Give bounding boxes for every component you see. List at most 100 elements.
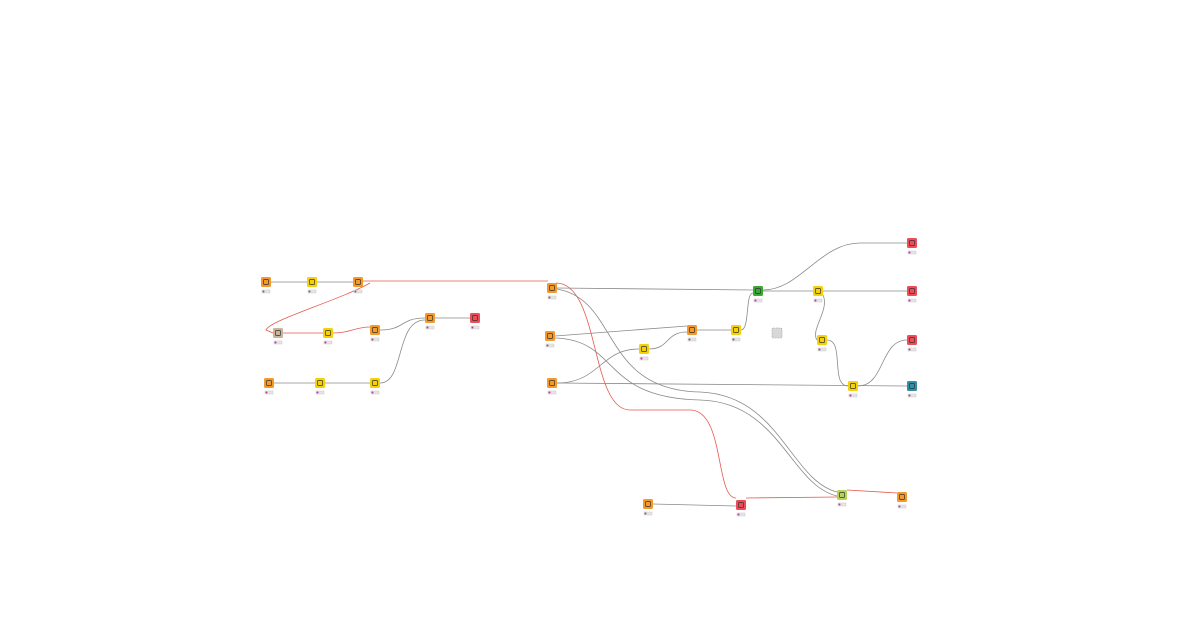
workflow-node[interactable] (848, 381, 858, 398)
connection (857, 339, 908, 387)
node-body[interactable] (315, 378, 325, 388)
workflow-node[interactable] (545, 331, 555, 348)
node-body[interactable] (848, 381, 858, 391)
workflow-node[interactable] (639, 344, 649, 361)
node-icon (909, 337, 915, 343)
node-body[interactable] (547, 283, 557, 293)
node-body[interactable] (323, 328, 333, 338)
workflow-node[interactable] (907, 381, 917, 398)
node-body[interactable] (813, 286, 823, 296)
node-body[interactable] (731, 325, 741, 335)
workflow-node[interactable] (907, 286, 917, 303)
node-body[interactable] (907, 238, 917, 248)
status-light (324, 341, 327, 344)
node-body[interactable] (307, 277, 317, 287)
workflow-node[interactable] (643, 499, 653, 516)
node-body[interactable] (264, 378, 274, 388)
node-body[interactable] (353, 277, 363, 287)
workflow-node[interactable] (736, 500, 746, 517)
workflow-node[interactable] (370, 378, 380, 395)
node-body[interactable] (370, 378, 380, 388)
connection (556, 288, 838, 493)
status-light (818, 348, 821, 351)
workflow-node[interactable] (370, 325, 380, 342)
node-body[interactable] (370, 325, 380, 335)
flow-connection (265, 282, 371, 334)
workflow-node[interactable] (261, 277, 271, 294)
connection (554, 325, 688, 337)
node-body[interactable] (736, 500, 746, 510)
flow-connection (555, 282, 737, 499)
node-body[interactable] (547, 378, 557, 388)
node-body[interactable] (907, 381, 917, 391)
node-body[interactable] (817, 335, 827, 345)
workflow-node[interactable] (547, 283, 557, 300)
workflow-node[interactable] (307, 277, 317, 294)
node-body[interactable] (907, 286, 917, 296)
node-status (736, 512, 746, 517)
node-body[interactable] (643, 499, 653, 509)
workflow-node[interactable] (470, 313, 480, 330)
status-light (732, 338, 735, 341)
node-status (353, 289, 363, 294)
workflow-node[interactable] (264, 378, 274, 395)
node-body[interactable] (470, 313, 480, 323)
node-icon (547, 333, 553, 339)
node-icon (263, 279, 269, 285)
workflow-node[interactable] (907, 335, 917, 352)
node-status (307, 289, 317, 294)
node-status (907, 250, 917, 255)
node-icon (549, 380, 555, 386)
connection (379, 319, 426, 384)
node-body[interactable] (897, 492, 907, 502)
node-body[interactable] (425, 313, 435, 323)
node-body[interactable] (687, 325, 697, 335)
workflow-node[interactable] (837, 490, 847, 507)
node-body[interactable] (753, 286, 763, 296)
status-light (737, 513, 740, 516)
workflow-node[interactable] (353, 277, 363, 294)
node-body[interactable] (639, 344, 649, 354)
node-icon (427, 315, 433, 321)
node-body[interactable] (837, 490, 847, 500)
status-light (354, 290, 357, 293)
node-icon (819, 337, 825, 343)
connection (556, 348, 640, 384)
workflow-node[interactable] (425, 313, 435, 330)
node-status (547, 295, 557, 300)
status-light (908, 299, 911, 302)
workflow-node[interactable] (897, 492, 907, 509)
node-status (273, 340, 283, 345)
workflow-node[interactable] (687, 325, 697, 342)
node-icon (372, 380, 378, 386)
node-icon (909, 288, 915, 294)
workflow-node[interactable] (315, 378, 325, 395)
workflow-node[interactable] (323, 328, 333, 345)
node-status (545, 343, 555, 348)
workflow-node[interactable] (731, 325, 741, 342)
node-body[interactable] (273, 328, 283, 338)
status-light (265, 391, 268, 394)
node-status (731, 337, 741, 342)
node-icon (372, 327, 378, 333)
workflow-node[interactable] (817, 335, 827, 352)
workflow-node[interactable] (753, 286, 763, 303)
node-icon (275, 330, 281, 336)
node-status (315, 390, 325, 395)
status-light (371, 391, 374, 394)
node-status (643, 511, 653, 516)
workflow-node[interactable] (273, 328, 283, 345)
workflow-node[interactable] (771, 327, 783, 339)
workflow-node[interactable] (907, 238, 917, 255)
node-body[interactable] (261, 277, 271, 287)
node-body[interactable] (545, 331, 555, 341)
node-icon (689, 327, 695, 333)
node-body[interactable] (771, 327, 783, 339)
node-status (848, 393, 858, 398)
node-status (547, 390, 557, 395)
node-body[interactable] (907, 335, 917, 345)
status-light (908, 251, 911, 254)
workflow-node[interactable] (813, 286, 823, 303)
flow-connection (846, 489, 898, 494)
workflow-node[interactable] (547, 378, 557, 395)
